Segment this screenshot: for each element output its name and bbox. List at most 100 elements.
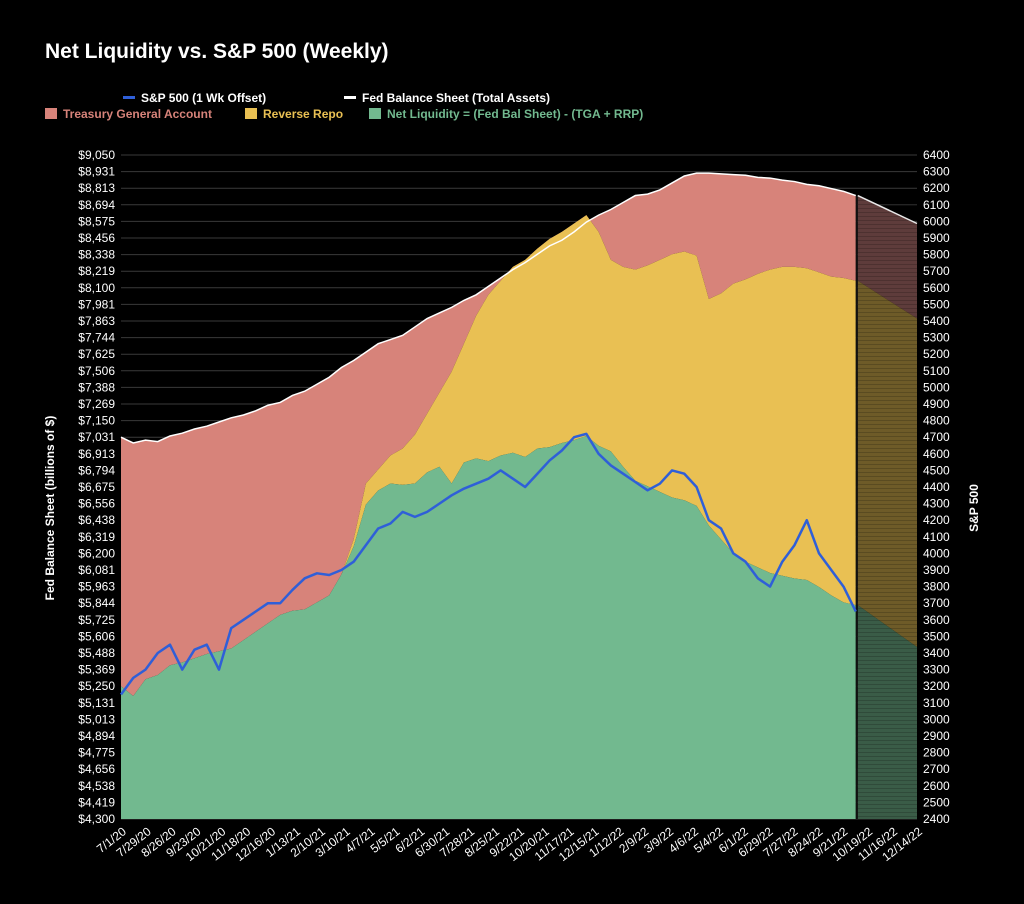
y-tick-label: $8,219 [78,264,115,278]
y-axis-left: $9,050 $8,931 $8,813 $8,694 $8,575 $8,456 $8,3… [78,148,115,826]
legend-swatch-rrp [245,108,257,120]
y2-tick-label: 6100 [923,198,950,212]
y-tick-label: $7,625 [78,347,115,361]
legend-item-net: Net Liquidity = (Fed Bal Sheet) - (TGA +… [369,107,643,121]
y2-tick-label: 5600 [923,281,950,295]
y-tick-label: $4,538 [78,779,115,793]
y2-tick-label: 5800 [923,248,950,262]
plot-areas [121,173,856,819]
projection-areas [855,195,917,819]
y2-tick-label: 2400 [923,812,950,826]
legend-item-tga: Treasury General Account [45,107,212,121]
chart-title: Net Liquidity vs. S&P 500 (Weekly) [45,40,389,63]
y2-tick-label: 4500 [923,463,950,477]
legend-swatch-tga [45,108,57,120]
y-tick-label: $9,050 [78,148,115,162]
y-tick-label: $8,813 [78,181,115,195]
y-tick-label: $6,556 [78,497,115,511]
y-tick-label: $5,250 [78,679,115,693]
y-tick-label: $5,963 [78,580,115,594]
y-tick-label: $6,200 [78,546,115,560]
y-tick-label: $7,150 [78,414,115,428]
y2-tick-label: 5900 [923,231,950,245]
legend-item-fed: Fed Balance Sheet (Total Assets) [344,91,550,105]
y2-tick-label: 4000 [923,546,950,560]
y2-tick-label: 3600 [923,613,950,627]
y2-tick-label: 5400 [923,314,950,328]
legend-label-tga: Treasury General Account [63,107,212,121]
y-tick-label: $7,269 [78,397,115,411]
legend-label-net: Net Liquidity = (Fed Bal Sheet) - (TGA +… [387,107,644,121]
y-tick-label: $8,100 [78,281,115,295]
y-tick-label: $7,506 [78,364,115,378]
y-tick-label: $7,388 [78,380,115,394]
y2-tick-label: 4400 [923,480,950,494]
y-axis-right: 6400 6300 6200 6100 6000 5900 5800 5700 5600 5500… [923,148,950,826]
y2-tick-label: 2600 [923,779,950,793]
legend-label-fed: Fed Balance Sheet (Total Assets) [362,91,551,105]
y-tick-label: $4,300 [78,812,115,826]
legend-label-sp500: S&P 500 (1 Wk Offset) [141,91,267,105]
y2-tick-label: 5000 [923,380,950,394]
y-tick-label: $6,081 [78,563,115,577]
y-tick-label: $7,981 [78,297,115,311]
y2-tick-label: 4900 [923,397,950,411]
y-tick-label: $8,694 [78,198,115,212]
y2-tick-label: 4600 [923,447,950,461]
y-tick-label: $4,419 [78,795,115,809]
y2-tick-label: 6300 [923,165,950,179]
projection-hatch [857,195,917,819]
y2-tick-label: 3500 [923,629,950,643]
legend-swatch-fed [344,96,356,100]
line-fed-balance-sheet [120,172,857,444]
area-tga [121,173,856,696]
y-tick-label: $7,863 [78,314,115,328]
y2-tick-label: 4200 [923,513,950,527]
legend-swatch-net [369,108,381,120]
y-tick-label: $5,725 [78,613,115,627]
y2-tick-label: 2900 [923,729,950,743]
y2-tick-label: 6400 [923,148,950,162]
y2-tick-label: 4800 [923,414,950,428]
y-tick-label: $6,438 [78,513,115,527]
y2-tick-label: 3100 [923,696,950,710]
y-tick-label: $5,488 [78,646,115,660]
y2-tick-label: 3900 [923,563,950,577]
y2-tick-label: 3200 [923,679,950,693]
y-tick-label: $7,031 [78,430,115,444]
y-tick-label: $4,775 [78,746,115,760]
y-tick-label: $6,794 [78,463,115,477]
plot-lines [119,172,918,696]
y-tick-label: $6,319 [78,530,115,544]
y2-tick-label: 6000 [923,214,950,228]
y2-tick-label: 6200 [923,181,950,195]
y2-tick-label: 5300 [923,331,950,345]
y-tick-label: $5,131 [78,696,115,710]
legend-item-sp500: S&P 500 (1 Wk Offset) [123,91,266,105]
line-sp500 [119,432,857,696]
y2-tick-label: 4700 [923,430,950,444]
y-tick-label: $8,931 [78,165,115,179]
y2-tick-label: 2700 [923,762,950,776]
y-tick-label: $5,606 [78,629,115,643]
y-tick-label: $4,894 [78,729,115,743]
y2-tick-label: 3300 [923,663,950,677]
legend-label-rrp: Reverse Repo [263,107,344,121]
y2-tick-label: 3700 [923,596,950,610]
y-tick-label: $8,575 [78,214,115,228]
legend-swatch-sp500 [123,96,135,100]
y2-tick-label: 4100 [923,530,950,544]
y-tick-label: $5,013 [78,712,115,726]
y2-tick-label: 5100 [923,364,950,378]
y-tick-label: $6,675 [78,480,115,494]
y2-tick-label: 4300 [923,497,950,511]
y-tick-label: $6,913 [78,447,115,461]
y2-tick-label: 2800 [923,746,950,760]
legend-item-rrp: Reverse Repo [245,107,343,121]
y2-axis-label: S&P 500 [967,484,981,532]
line-fed-projection [857,194,918,225]
y2-tick-label: 5700 [923,264,950,278]
y2-tick-label: 2500 [923,795,950,809]
y-tick-label: $5,844 [78,596,115,610]
